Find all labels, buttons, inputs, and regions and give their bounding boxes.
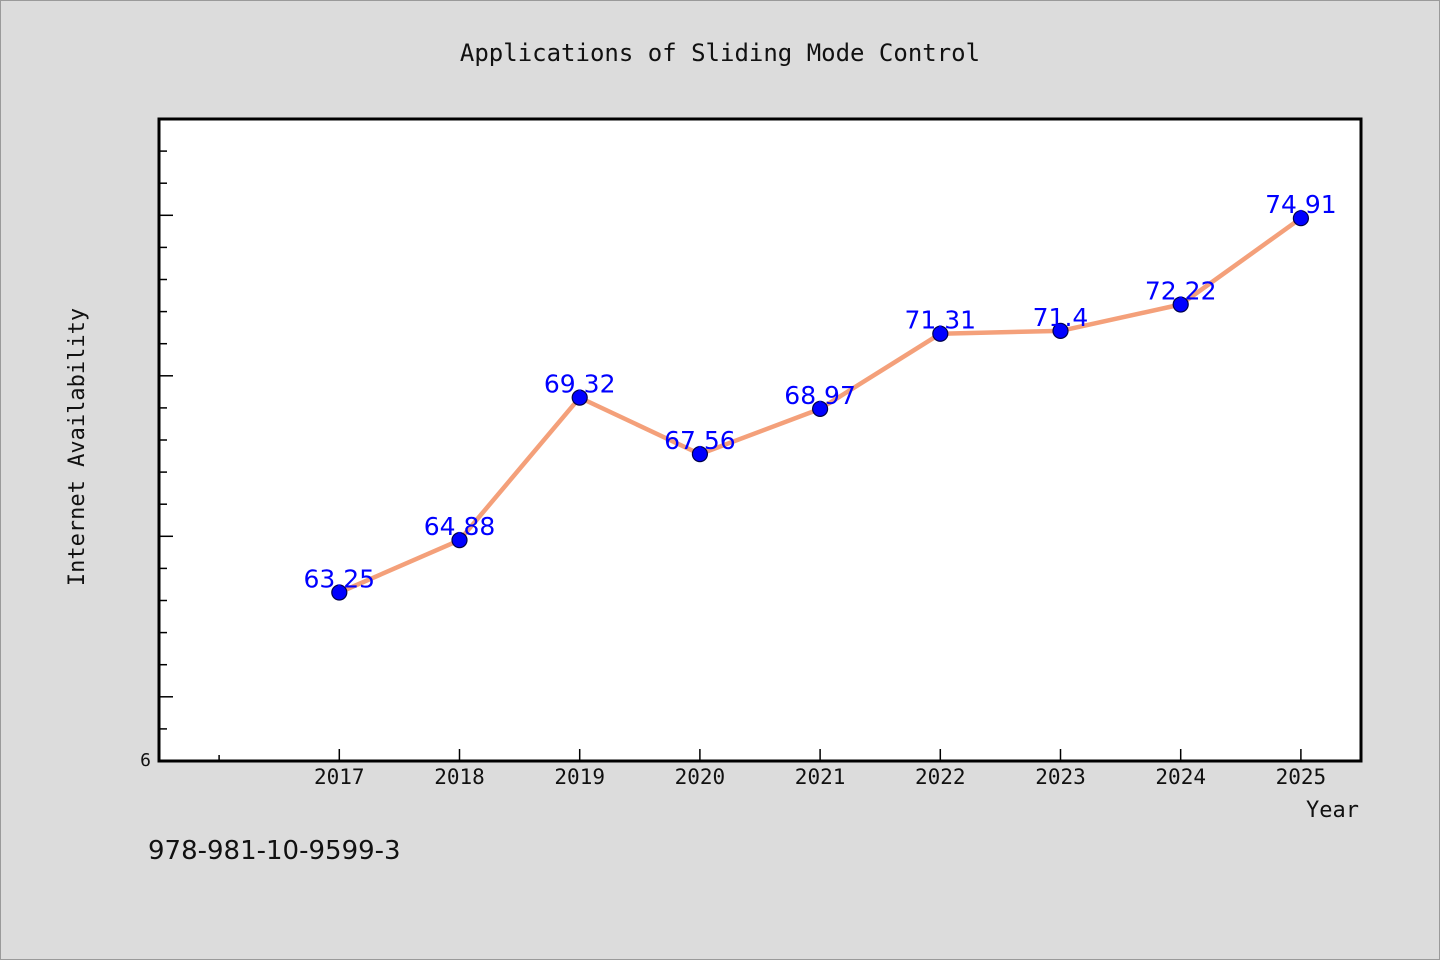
chart-title: Applications of Sliding Mode Control <box>460 39 980 67</box>
y-axis-label: Internet Availability <box>65 308 90 586</box>
x-tick-label: 2021 <box>795 765 846 789</box>
data-label: 64.88 <box>424 512 496 541</box>
data-point <box>1052 322 1069 339</box>
data-point <box>451 532 468 549</box>
data-point <box>691 446 709 463</box>
data-point <box>1292 210 1310 227</box>
data-point <box>932 325 949 342</box>
plot-area <box>157 117 1363 763</box>
data-label: 72.22 <box>1145 277 1217 306</box>
data-point <box>1172 296 1189 313</box>
y-tick-label: 6 <box>140 750 151 771</box>
data-label: 63.25 <box>304 564 376 593</box>
x-tick-label: 2025 <box>1276 765 1327 789</box>
x-tick-label: 2023 <box>1035 765 1086 789</box>
y-axis-ticks: 6 <box>140 150 173 771</box>
data-label: 71.4 <box>1033 303 1089 332</box>
data-label: 74.91 <box>1265 190 1337 219</box>
data-label: 71.31 <box>905 306 977 335</box>
x-tick-label: 2017 <box>314 765 365 789</box>
data-labels: 63.25 64.88 69.32 67.56 68.97 71.31 71.4 72.22 7… <box>304 190 1337 593</box>
data-point <box>811 400 829 417</box>
data-markers <box>331 210 1310 601</box>
x-tick-label: 2024 <box>1155 765 1206 789</box>
x-tick-label: 2019 <box>554 765 605 789</box>
data-label: 68.97 <box>784 381 856 410</box>
data-label: 69.32 <box>544 370 616 399</box>
x-axis-label: Year <box>1306 798 1359 823</box>
isbn-text: 978-981-10-9599-3 <box>148 836 401 866</box>
data-label: 67.56 <box>664 426 736 455</box>
x-tick-label: 2022 <box>915 765 966 789</box>
x-tick-label: 2018 <box>434 765 485 789</box>
data-point <box>571 389 588 406</box>
data-point <box>331 584 348 601</box>
x-axis-ticks: 2017 2018 2019 2020 2021 2022 2023 2024 2025 <box>218 749 1327 789</box>
x-tick-label: 2020 <box>675 765 726 789</box>
